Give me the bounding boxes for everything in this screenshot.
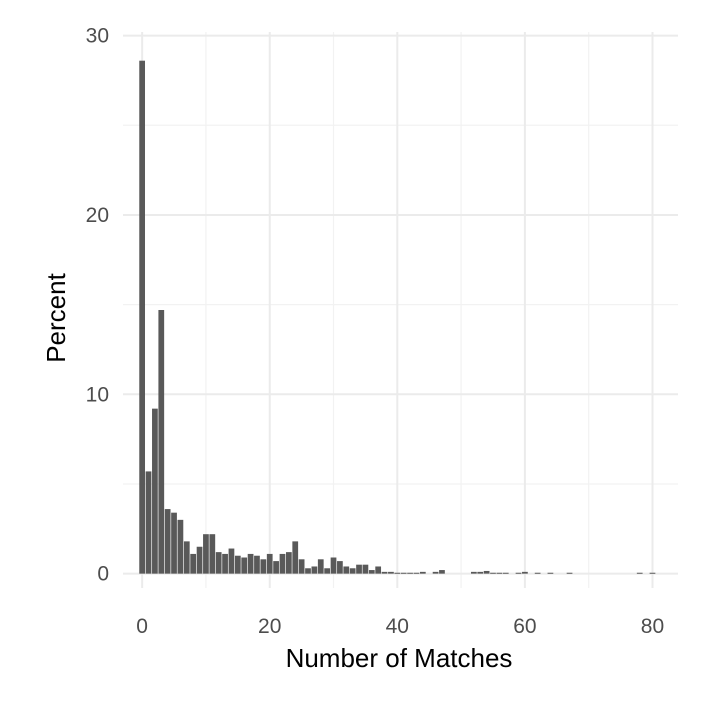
histogram-bar [190,553,197,574]
y-tick-label: 20 [86,204,109,227]
histogram-bar [317,559,324,574]
histogram-bar [349,568,356,574]
x-tick-label: 60 [513,615,536,638]
histogram-bar [407,572,413,574]
histogram-bar [260,559,267,574]
histogram-bar [145,471,152,574]
histogram-bar [279,553,286,574]
histogram-bar [311,566,318,574]
histogram-bar [209,534,216,574]
histogram-bar [515,572,522,574]
histogram-bar [247,553,254,574]
y-tick-label: 10 [86,383,109,406]
x-tick-label: 80 [641,615,664,638]
histogram-bar [388,571,394,574]
y-axis-title: Percent [41,272,71,362]
histogram-bar [273,561,279,574]
histogram-bar [158,310,165,574]
histogram-bar [496,572,503,574]
y-tick-label: 30 [86,25,109,48]
histogram-bar [337,561,343,574]
histogram-bar [152,408,158,574]
histogram-bar [439,570,445,574]
histogram-bar [228,548,235,574]
histogram-bar [266,553,273,574]
histogram-bar [566,572,573,574]
histogram-bar [413,572,420,574]
histogram-bar [330,557,337,574]
histogram-bar [139,60,146,574]
histogram-bar [477,571,484,574]
x-axis-title: Number of Matches [286,643,513,673]
histogram-bar [222,553,228,574]
histogram-bar [375,566,382,574]
histogram-bar [177,519,184,574]
histogram-bar [394,572,401,574]
histogram-bar [483,570,490,574]
histogram-bar [285,552,292,574]
histogram-bar [419,571,426,574]
histogram-bar [522,571,528,574]
x-axis-ticks: 0 20 40 60 80 [136,615,664,638]
bar-series [139,60,656,574]
histogram-bar [547,572,554,574]
histogram-bar [183,541,190,574]
histogram-bar [649,572,656,574]
histogram-bar [490,572,496,574]
histogram-bar [356,564,362,574]
histogram-bar [234,555,241,574]
histogram-bar [171,512,177,574]
x-tick-label: 40 [386,615,409,638]
x-tick-label: 20 [258,615,281,638]
histogram-bar [164,509,171,574]
histogram-bar [636,572,643,574]
histogram-bar [298,559,305,574]
grid-lines [123,32,678,588]
histogram-bar [215,552,222,574]
y-axis-ticks: 0 10 20 30 [86,25,109,586]
histogram-bar [534,572,541,574]
histogram-bar [305,568,311,574]
histogram-bar [324,568,331,574]
histogram-bar [470,571,477,574]
histogram-bar [362,564,369,574]
histogram-bar [502,572,509,574]
histogram-bar [241,557,248,574]
histogram-bar [400,572,407,574]
histogram-bar [196,546,203,574]
x-tick-label: 0 [136,615,148,638]
histogram-bar [292,541,299,574]
histogram-bar [381,571,388,574]
histogram-bar [368,570,375,574]
histogram-bar [343,566,350,574]
histogram-bar [254,555,260,574]
histogram-bar [432,571,439,574]
histogram-bar [203,534,209,574]
y-tick-label: 0 [97,563,109,586]
